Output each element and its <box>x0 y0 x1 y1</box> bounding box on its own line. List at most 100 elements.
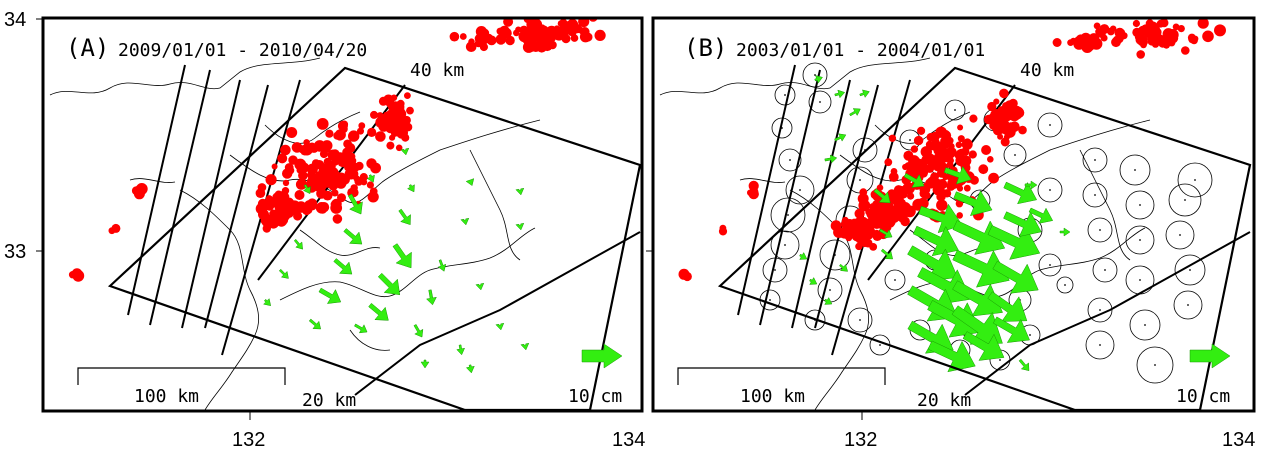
earthquake-dot <box>331 189 339 197</box>
displacement-arrow <box>799 251 808 260</box>
displacement-arrow <box>347 193 363 215</box>
earthquake-dot <box>544 31 556 44</box>
earthquake-dot <box>876 184 884 191</box>
error-circle <box>1174 254 1206 286</box>
depth-contour-20km-a <box>354 231 641 396</box>
coastline-segment <box>129 178 176 183</box>
fault-line <box>759 69 821 326</box>
earthquake-dot <box>866 228 874 236</box>
earthquake-dot <box>913 135 924 146</box>
earthquake-dot <box>260 215 271 226</box>
displacement-arrow <box>343 228 363 245</box>
panel-b-scale-label: 100 km <box>740 386 805 407</box>
earthquake-dot <box>955 154 968 167</box>
earthquake-dot <box>367 191 379 203</box>
station-point <box>1099 309 1101 311</box>
earthquake-dot <box>873 229 880 236</box>
coastline-segment <box>264 111 361 144</box>
earthquake-dot <box>988 112 999 123</box>
panel-a-depth-20: 20 km <box>302 390 356 411</box>
error-circle <box>1056 276 1074 294</box>
panel-b-arrow-scale-label: 10 cm <box>1176 386 1230 407</box>
earthquake-dot <box>678 268 690 280</box>
earthquake-dot <box>1012 109 1023 120</box>
earthquake-dots-b <box>678 18 1226 282</box>
earthquake-dot <box>993 98 1000 105</box>
displacement-arrow <box>413 324 424 338</box>
earthquake-dot <box>857 193 869 205</box>
error-circle <box>1165 220 1195 250</box>
earthquake-dot <box>931 137 940 146</box>
station-point <box>1144 324 1146 326</box>
station-point <box>909 139 911 141</box>
earthquake-dot <box>956 212 963 219</box>
coastline-segment <box>739 178 786 183</box>
station-point <box>1194 179 1196 181</box>
earthquake-dot <box>503 18 514 27</box>
coastline-segment <box>179 189 260 411</box>
displacement-arrow <box>354 323 368 334</box>
earthquake-dot <box>348 130 360 142</box>
displacement-arrow <box>377 272 401 296</box>
error-circle <box>884 269 906 291</box>
earthquake-dot <box>530 30 542 42</box>
earthquake-dot <box>359 173 368 182</box>
earthquake-dot <box>324 140 331 148</box>
earthquake-dot <box>366 181 374 189</box>
earthquake-dot <box>1005 106 1013 113</box>
earthquake-dot <box>315 202 328 214</box>
earthquake-dot <box>1088 33 1100 44</box>
earthquake-dot <box>1140 26 1150 35</box>
earthquake-dot <box>404 92 411 99</box>
displacement-arrow <box>1003 181 1038 205</box>
coastline-a <box>49 57 541 411</box>
displacement-arrow <box>1059 227 1071 237</box>
lat-34-label: 34 <box>4 9 26 31</box>
fault-line <box>181 79 241 329</box>
earthquake-dot <box>869 243 878 251</box>
displacement-arrow <box>293 238 303 250</box>
earthquake-dot <box>257 183 267 192</box>
displacement-arrow <box>1028 207 1054 224</box>
earthquake-dot <box>395 144 403 152</box>
earthquake-dot <box>386 141 395 150</box>
earthquake-dot <box>910 145 919 153</box>
panel-b-date-range: 2003/01/01 - 2004/01/01 <box>736 40 985 61</box>
error-circle <box>785 175 815 205</box>
earthquake-dot <box>309 143 319 153</box>
error-circle <box>1136 346 1174 384</box>
earthquake-dot <box>459 33 467 40</box>
fault-line <box>791 79 851 329</box>
displacement-arrow <box>456 344 466 356</box>
earthquake-dot <box>981 145 992 155</box>
earthquake-dot <box>941 153 951 163</box>
station-point <box>1187 304 1189 306</box>
earthquake-dot <box>957 124 964 131</box>
earthquake-dot <box>933 153 942 162</box>
earthquake-dot <box>1132 19 1140 28</box>
earthquake-dot <box>1155 34 1166 45</box>
panel-a-scale-bar <box>77 367 286 385</box>
earthquake-dot <box>917 126 926 135</box>
displacement-arrow <box>814 75 823 84</box>
earthquake-dot <box>1166 37 1175 46</box>
earthquake-dot <box>1070 37 1077 45</box>
earthquake-dot <box>358 122 366 130</box>
earthquake-dot <box>957 135 965 143</box>
earthquake-dot <box>861 240 868 248</box>
earthquake-dot <box>904 205 916 218</box>
earthquake-dot <box>1111 37 1121 48</box>
displacement-arrow <box>398 208 411 226</box>
lon-b-134-label: 134 <box>1222 429 1255 451</box>
earthquake-dot <box>385 123 396 134</box>
displacement-arrow <box>953 190 993 217</box>
displacement-arrow <box>992 316 1030 343</box>
earthquake-dot <box>999 88 1009 99</box>
station-point <box>1049 264 1051 266</box>
earthquake-dot <box>367 159 375 168</box>
earthquake-dot <box>963 184 971 192</box>
earthquake-dot <box>748 180 759 191</box>
earthquake-dot <box>367 127 377 137</box>
error-circle <box>847 307 873 333</box>
earthquake-dot <box>1197 18 1209 29</box>
